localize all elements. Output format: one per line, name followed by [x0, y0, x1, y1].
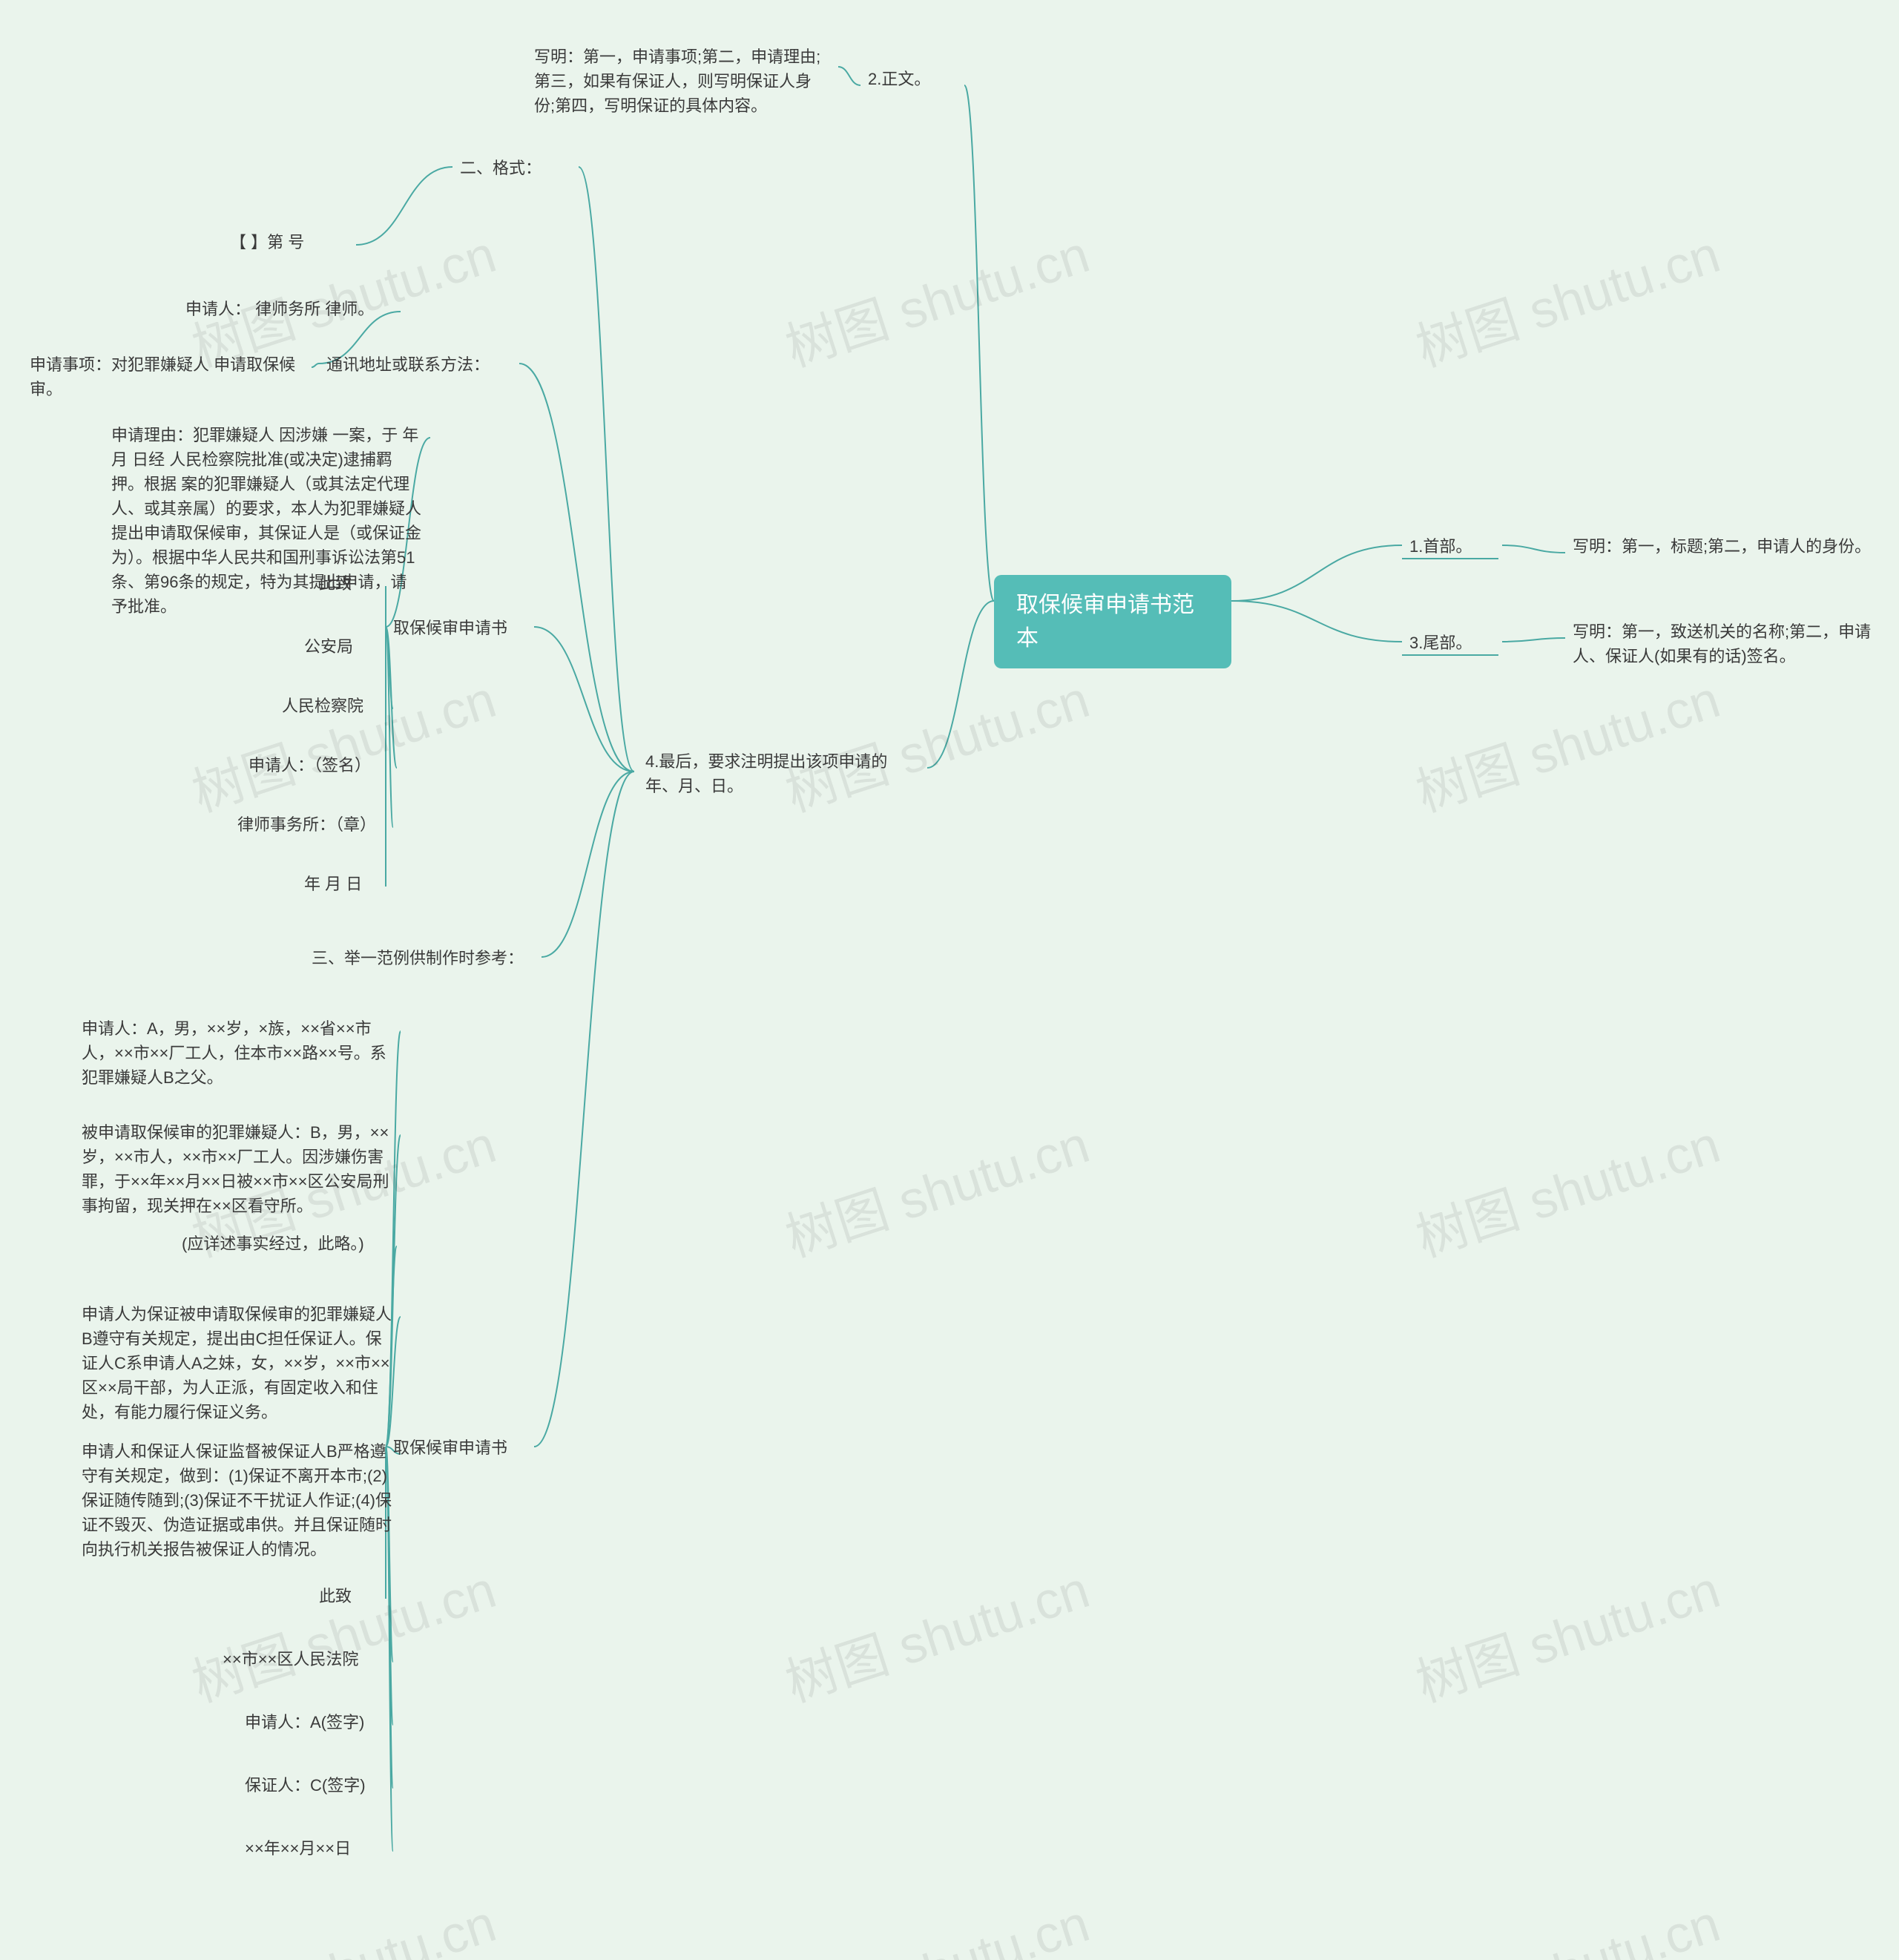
mindmap-node: 二、格式： — [460, 156, 571, 180]
mindmap-node: 此致 — [319, 1584, 378, 1608]
mindmap-node: 4.最后，要求注明提出该项申请的年、月、日。 — [645, 749, 920, 798]
mindmap-node: 通讯地址或联系方法： — [326, 352, 512, 377]
mindmap-node: 年 月 日 — [304, 872, 378, 896]
mindmap-node: 保证人：C(签字) — [245, 1773, 386, 1798]
mindmap-node: 写明：第一，申请事项;第二，申请理由;第三，如果有保证人，则写明保证人身份;第四… — [534, 45, 831, 118]
mindmap-node: 此致 — [319, 571, 378, 596]
mindmap-node: 申请人为保证被申请取保候审的犯罪嫌疑人B遵守有关规定，提出由C担任保证人。保证人… — [82, 1302, 393, 1424]
mindmap-node: 2.正文。 — [868, 67, 957, 91]
mindmap-node: 申请人： 律师务所 律师。 — [185, 297, 393, 321]
mindmap-node: 写明：第一，致送机关的名称;第二，申请人、保证人(如果有的话)签名。 — [1573, 619, 1884, 668]
mindmap-node: 写明：第一，标题;第二，申请人的身份。 — [1573, 534, 1884, 559]
mindmap-node: ××年××月××日 — [245, 1836, 386, 1861]
mindmap-node: 取保候审申请书 — [393, 1436, 527, 1460]
mindmap-node: (应详述事实经过，此略。) — [182, 1231, 389, 1256]
mindmap-node: 【 】第 号 — [230, 230, 349, 254]
mindmap-node: 三、举一范例供制作时参考： — [312, 946, 534, 970]
mindmap-node: 1.首部。 — [1409, 534, 1498, 559]
mindmap-node: 申请人和保证人保证监督被保证人B严格遵守有关规定，做到：(1)保证不离开本市;(… — [82, 1439, 393, 1562]
mindmap-node: 申请事项：对犯罪嫌疑人 申请取保候审。 — [30, 352, 304, 401]
mindmap-node: 律师事务所：（章） — [237, 812, 386, 837]
mindmap-node: 申请人：（签名） — [249, 753, 389, 777]
mindmap-node: 取保候审申请书范本 — [994, 575, 1231, 668]
mindmap-node: 人民检察院 — [282, 694, 386, 718]
mindmap-node: 被申请取保候审的犯罪嫌疑人：B，男，××岁，××市人，××市××厂工人。因涉嫌伤… — [82, 1120, 393, 1218]
mindmap-node: 申请人：A(签字) — [245, 1710, 386, 1734]
mindmap-node: 公安局 — [304, 634, 378, 659]
mindmap-node: 申请人：A，男，××岁，×族，××省××市人，××市××厂工人，住本市××路××… — [82, 1016, 393, 1090]
mindmap-node: 取保候审申请书 — [393, 616, 527, 640]
mindmap-node: ××市××区人民法院 — [223, 1647, 386, 1671]
mindmap-node: 3.尾部。 — [1409, 631, 1498, 655]
